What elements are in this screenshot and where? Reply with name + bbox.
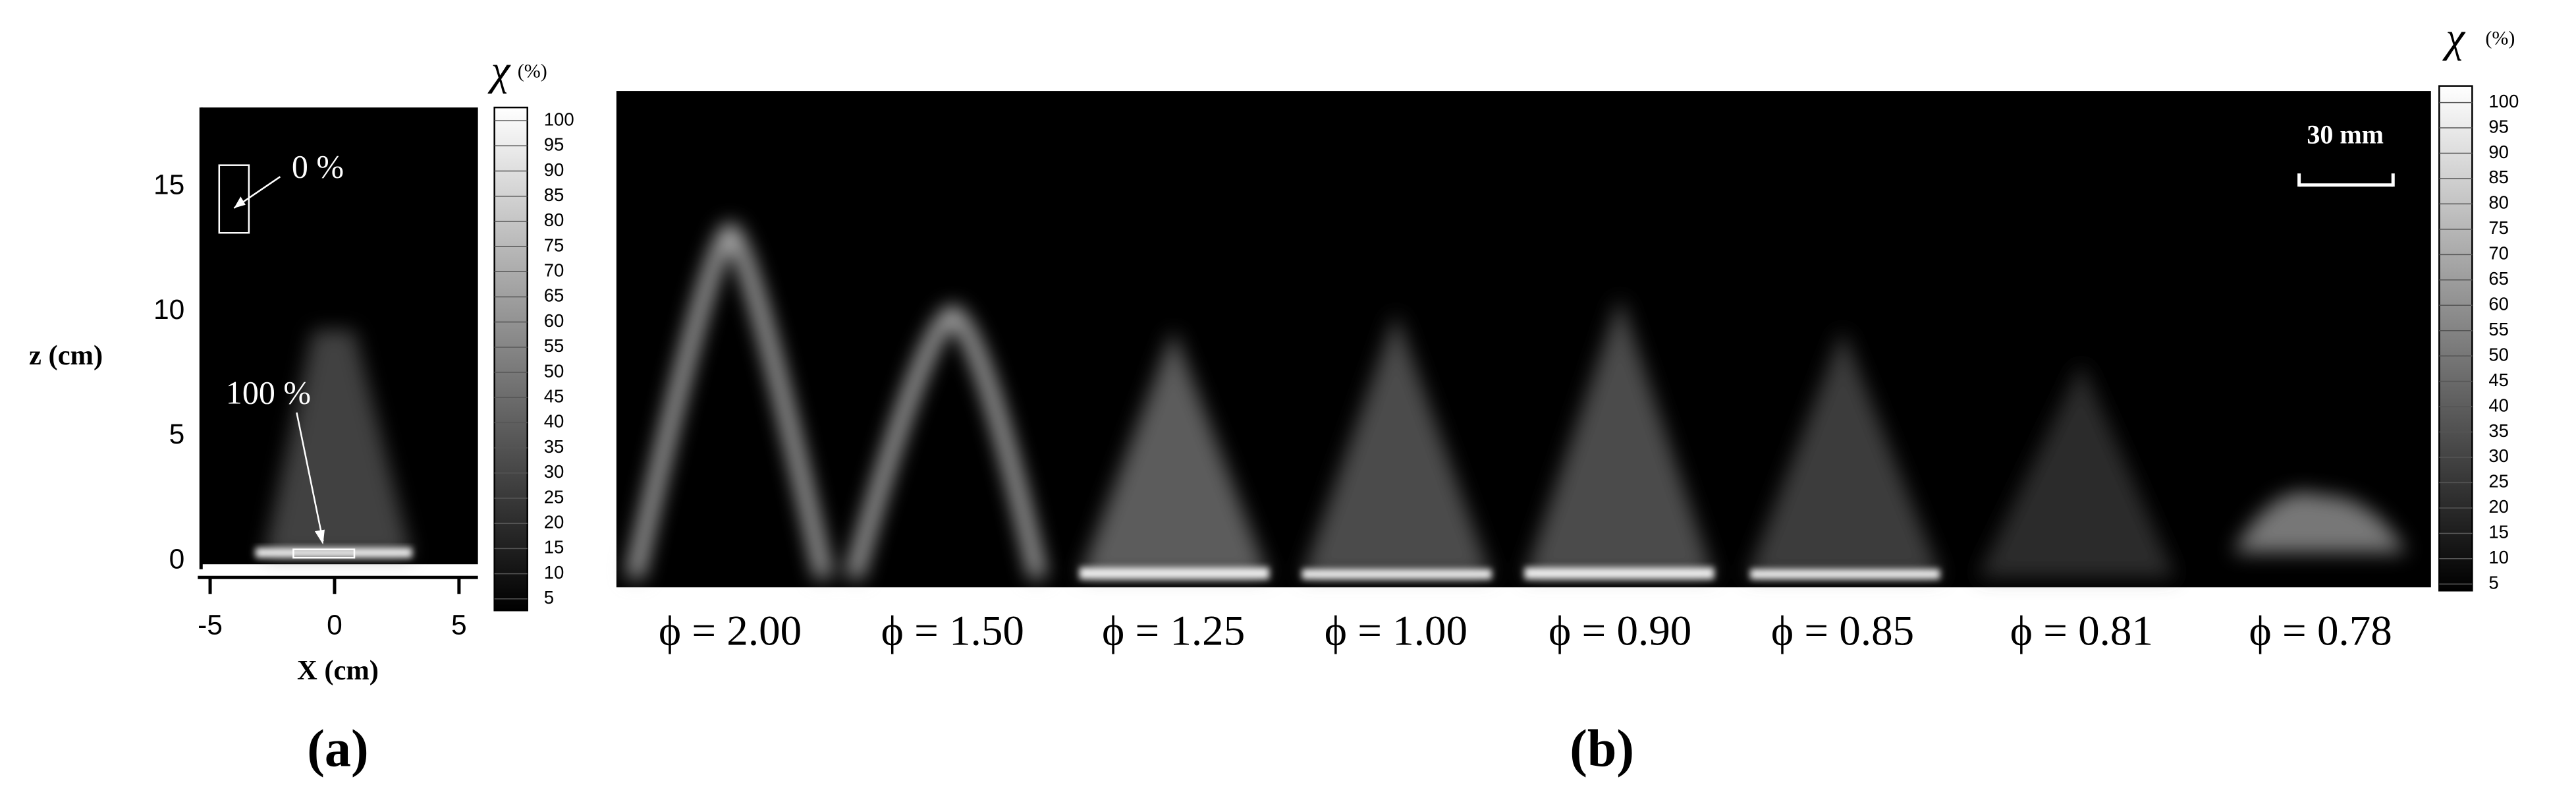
axis-label: X (cm)	[297, 655, 379, 686]
arrow-head	[234, 196, 246, 208]
colorbar-label: 95	[2488, 116, 2509, 136]
colorbar-label: 75	[2488, 217, 2509, 238]
colorbar-label: 100	[2488, 91, 2519, 111]
z-tick-label: 0	[169, 543, 185, 575]
axis-label: z (cm)	[29, 340, 103, 371]
arrow-head	[314, 529, 325, 545]
colorbar-label: 25	[2488, 471, 2509, 492]
flame-label: ϕ = 0.90	[1548, 608, 1691, 655]
colorbar-label: 25	[544, 486, 564, 507]
colorbar-label: 40	[2488, 395, 2509, 415]
flame-label: ϕ = 0.81	[2010, 608, 2153, 655]
flame-label: ϕ = 0.78	[2249, 608, 2392, 655]
annotation: 100 %	[226, 374, 311, 411]
colorbar-label: 15	[544, 537, 564, 558]
colorbar-label: 55	[2488, 319, 2509, 339]
colorbar-label: 85	[544, 185, 564, 205]
colorbar	[493, 106, 528, 612]
flame-label: ϕ = 1.50	[881, 608, 1024, 655]
colorbar-label: 80	[544, 210, 564, 230]
colorbar-label: 85	[2488, 167, 2509, 187]
flame-bases	[1079, 567, 1940, 579]
x-tick-label: -5	[198, 610, 223, 641]
flame-label: ϕ = 1.25	[1102, 608, 1245, 655]
scale-label: 30 mm	[2307, 119, 2384, 149]
colorbar-label: 65	[544, 285, 564, 306]
panel-label: (a)	[307, 720, 368, 778]
arrow	[296, 412, 324, 542]
colorbar-label: 10	[544, 562, 564, 583]
colorbar-label: 50	[2488, 344, 2509, 364]
colorbar-label: 100	[544, 109, 574, 129]
colorbar-label: 95	[544, 134, 564, 155]
colorbar-title: χ	[487, 47, 511, 94]
colorbar-label: 35	[544, 436, 564, 457]
colorbar-label: 20	[2488, 496, 2509, 517]
flame-glow	[263, 329, 412, 558]
colorbar-label: 30	[2488, 445, 2509, 466]
annotation: 0 %	[292, 148, 344, 185]
flame-label: ϕ = 2.00	[659, 608, 802, 655]
x-tick-label: 0	[327, 610, 343, 641]
ref-box	[218, 164, 250, 234]
colorbar	[2438, 85, 2473, 592]
flame-label: ϕ = 1.00	[1325, 608, 1467, 655]
z-tick-label: 15	[153, 169, 184, 201]
image-b	[616, 91, 2431, 588]
panel-b: 30 mm (b) χ (%)	[616, 14, 2515, 778]
colorbar-label: 20	[544, 511, 564, 532]
z-tick-label: 5	[169, 418, 185, 450]
ref-box	[292, 548, 356, 559]
colorbar-label: 55	[544, 335, 564, 356]
x-tick-label: 5	[451, 610, 467, 641]
z-tick-label: 10	[153, 294, 184, 326]
flames	[627, 221, 1046, 580]
colorbar-label: 65	[2488, 268, 2509, 289]
colorbar-label: 75	[544, 235, 564, 255]
colorbar-label: 5	[544, 587, 554, 608]
colorbar-label: 90	[2488, 142, 2509, 162]
colorbar-label: 70	[544, 260, 564, 281]
colorbar-label: 70	[2488, 243, 2509, 264]
panel-a: 0 % 100 % z (cm) X (cm) (a) χ (%)	[29, 47, 547, 778]
colorbar-unit: (%)	[518, 60, 547, 82]
panel-label: (b)	[1570, 720, 1634, 778]
colorbar-label: 15	[2488, 522, 2509, 542]
colorbar-label: 60	[544, 310, 564, 331]
colorbar-label: 45	[544, 386, 564, 406]
colorbar-label: 80	[2488, 192, 2509, 213]
colorbar-label: 50	[544, 360, 564, 381]
flame-label: ϕ = 0.85	[1771, 608, 1914, 655]
colorbar-label: 30	[544, 461, 564, 482]
colorbar-label: 60	[2488, 294, 2509, 314]
colorbar-label: 5	[2488, 573, 2498, 593]
colorbar-label: 45	[2488, 370, 2509, 390]
colorbar-label: 90	[544, 159, 564, 180]
flames	[1079, 297, 2407, 578]
colorbar-unit: (%)	[2485, 27, 2515, 49]
colorbar-label: 10	[2488, 547, 2509, 567]
colorbar-label: 40	[544, 411, 564, 432]
colorbar-label: 35	[2488, 420, 2509, 441]
colorbar-title: χ	[2442, 14, 2465, 61]
